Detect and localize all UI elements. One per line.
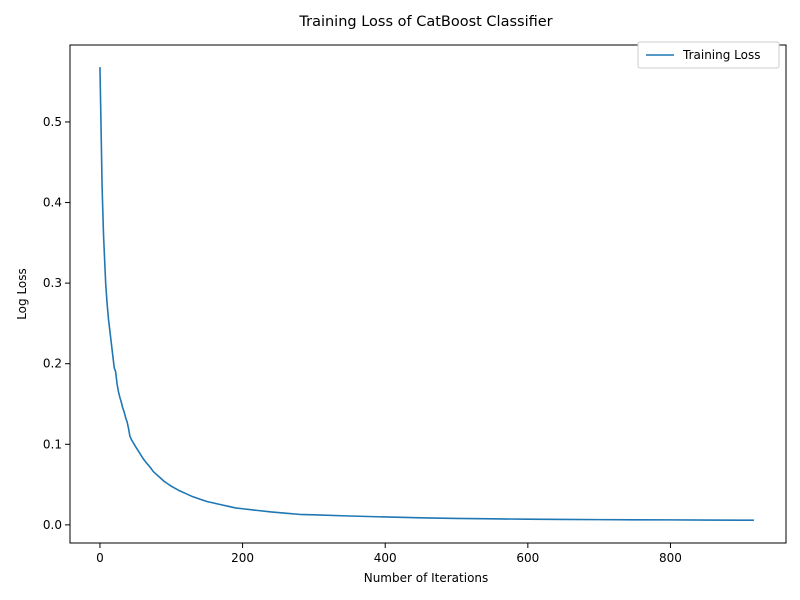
x-tick-label: 400 bbox=[374, 551, 397, 565]
y-axis: 0.0 0.1 0.2 0.3 0.4 0.5 bbox=[43, 115, 70, 532]
x-axis-label: Number of Iterations bbox=[364, 571, 489, 585]
chart-title: Training Loss of CatBoost Classifier bbox=[298, 14, 552, 30]
plot-area: 0 200 400 600 800 0.0 0.1 0.2 0.3 0.4 0.5 bbox=[43, 44, 787, 565]
x-axis: 0 200 400 600 800 bbox=[96, 543, 682, 565]
x-tick-label: 600 bbox=[516, 551, 539, 565]
legend-box bbox=[637, 41, 780, 69]
training-loss-line bbox=[99, 67, 754, 521]
x-tick-label: 800 bbox=[659, 551, 682, 565]
x-tick-label: 0 bbox=[96, 551, 104, 565]
y-axis-label: Log Loss bbox=[15, 268, 29, 320]
y-tick-label: 0.2 bbox=[43, 357, 62, 371]
y-tick-label: 0.3 bbox=[43, 276, 62, 290]
legend-label: Training Loss bbox=[682, 48, 760, 62]
y-tick-label: 0.5 bbox=[43, 115, 62, 129]
y-tick-label: 0.1 bbox=[43, 437, 62, 451]
x-tick-label: 200 bbox=[231, 551, 254, 565]
y-tick-label: 0.0 bbox=[43, 518, 62, 532]
y-tick-label: 0.4 bbox=[43, 196, 62, 210]
legend: Training Loss bbox=[637, 41, 780, 69]
plot-frame bbox=[69, 44, 787, 544]
